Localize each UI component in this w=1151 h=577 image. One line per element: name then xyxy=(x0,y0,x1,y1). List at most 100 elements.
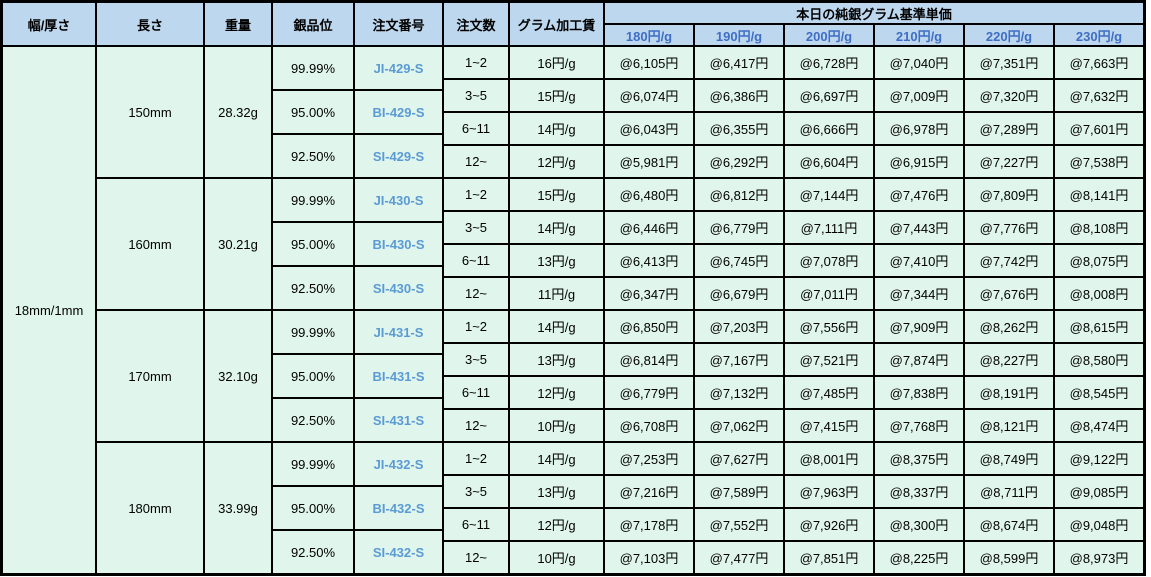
order-number-link[interactable]: JI-432-S xyxy=(355,443,442,485)
order-number-link[interactable]: BI-430-S xyxy=(355,223,442,265)
purity-cell: 99.99% xyxy=(273,311,353,353)
order-number-link[interactable]: SI-429-S xyxy=(355,135,442,177)
price-cell: @6,074円 xyxy=(605,80,693,111)
purity-row: 92.50% SI-431-S xyxy=(273,399,442,441)
qty-cell: 1~2 xyxy=(444,311,508,342)
price-cell: @6,728円 xyxy=(785,47,873,78)
order-number-link[interactable]: JI-430-S xyxy=(355,179,442,221)
price-cell: @7,477円 xyxy=(695,542,783,573)
price-cell: @8,674円 xyxy=(965,509,1053,540)
price-cell: @7,851円 xyxy=(785,542,873,573)
order-number-link[interactable]: SI-432-S xyxy=(355,531,442,573)
price-row: 12~ 10円/g @6,708円 @7,062円 @7,415円 @7,768円 @8,1… xyxy=(444,410,1143,441)
price-cell: @7,415円 xyxy=(785,410,873,441)
qty-rows-column: 1~2 14円/g @7,253円 @7,627円 @8,001円 @8,375円 @8,7… xyxy=(444,443,1143,573)
purity-cell: 92.50% xyxy=(273,135,353,177)
gram-fee-cell: 13円/g xyxy=(510,344,603,375)
price-cell: @8,262円 xyxy=(965,311,1053,342)
price-cell: @7,227円 xyxy=(965,146,1053,177)
price-cell: @8,749円 xyxy=(965,443,1053,474)
price-cell: @8,227円 xyxy=(965,344,1053,375)
price-cell: @9,048円 xyxy=(1055,509,1143,540)
price-basis-title: 本日の純銀グラム基準単価 xyxy=(605,3,1143,23)
length-cell: 160mm xyxy=(97,179,203,309)
price-row: 12~ 12円/g @5,981円 @6,292円 @6,604円 @6,915円 @7,2… xyxy=(444,146,1143,177)
price-cell: @6,779円 xyxy=(605,377,693,408)
price-cell: @7,410円 xyxy=(875,245,963,276)
price-cell: @6,355円 xyxy=(695,113,783,144)
price-cell: @6,604円 xyxy=(785,146,873,177)
price-cell: @8,545円 xyxy=(1055,377,1143,408)
weight-cell: 30.21g xyxy=(205,179,271,309)
col-header-gram-fee: グラム加工賃 xyxy=(510,3,603,45)
price-cell: @8,474円 xyxy=(1055,410,1143,441)
gram-fee-cell: 14円/g xyxy=(510,443,603,474)
order-number-link[interactable]: JI-431-S xyxy=(355,311,442,353)
price-cell: @7,132円 xyxy=(695,377,783,408)
price-cell: @6,105円 xyxy=(605,47,693,78)
price-cell: @8,191円 xyxy=(965,377,1053,408)
price-cell: @7,203円 xyxy=(695,311,783,342)
qty-cell: 3~5 xyxy=(444,476,508,507)
length-cell: 170mm xyxy=(97,311,203,441)
order-number-link[interactable]: JI-429-S xyxy=(355,47,442,89)
qty-cell: 1~2 xyxy=(444,443,508,474)
price-cell: @8,337円 xyxy=(875,476,963,507)
gram-fee-cell: 16円/g xyxy=(510,47,603,78)
length-cell: 150mm xyxy=(97,47,203,177)
col-header-length: 長さ xyxy=(97,3,203,45)
qty-rows-column: 1~2 15円/g @6,480円 @6,812円 @7,144円 @7,476円 @7,8… xyxy=(444,179,1143,309)
order-number-link[interactable]: BI-431-S xyxy=(355,355,442,397)
gram-fee-cell: 15円/g xyxy=(510,179,603,210)
price-row: 1~2 16円/g @6,105円 @6,417円 @6,728円 @7,040円 @7,3… xyxy=(444,47,1143,78)
price-cell: @8,121円 xyxy=(965,410,1053,441)
price-cell: @6,812円 xyxy=(695,179,783,210)
price-cell: @7,144円 xyxy=(785,179,873,210)
weight-cell: 33.99g xyxy=(205,443,271,573)
purity-cell: 95.00% xyxy=(273,223,353,265)
order-number-link[interactable]: BI-432-S xyxy=(355,487,442,529)
price-cell: @8,599円 xyxy=(965,542,1053,573)
order-number-link[interactable]: BI-429-S xyxy=(355,91,442,133)
price-cell: @6,413円 xyxy=(605,245,693,276)
price-cell: @7,178円 xyxy=(605,509,693,540)
price-col-header-220: 220円/g xyxy=(965,25,1053,45)
qty-cell: 6~11 xyxy=(444,113,508,144)
price-col-header-200: 200円/g xyxy=(785,25,873,45)
qty-cell: 3~5 xyxy=(444,80,508,111)
weight-cell: 32.10g xyxy=(205,311,271,441)
price-col-header-190: 190円/g xyxy=(695,25,783,45)
qty-cell: 1~2 xyxy=(444,179,508,210)
col-header-order-number: 注文番号 xyxy=(355,3,442,45)
price-cell: @7,009円 xyxy=(875,80,963,111)
price-cell: @7,874円 xyxy=(875,344,963,375)
price-cell: @6,679円 xyxy=(695,278,783,309)
price-cell: @7,443円 xyxy=(875,212,963,243)
purity-column: 99.99% JI-430-S 95.00% BI-430-S 92.50% SI-430… xyxy=(273,179,442,309)
col-header-order-qty: 注文数 xyxy=(444,3,508,45)
price-cell: @7,476円 xyxy=(875,179,963,210)
price-cell: @8,375円 xyxy=(875,443,963,474)
gram-fee-cell: 12円/g xyxy=(510,146,603,177)
order-number-link[interactable]: SI-430-S xyxy=(355,267,442,309)
price-row: 6~11 12円/g @6,779円 @7,132円 @7,485円 @7,838円 @8,… xyxy=(444,377,1143,408)
price-cell: @7,040円 xyxy=(875,47,963,78)
price-cell: @8,075円 xyxy=(1055,245,1143,276)
price-cell: @8,300円 xyxy=(875,509,963,540)
price-cell: @8,001円 xyxy=(785,443,873,474)
price-cell: @6,347円 xyxy=(605,278,693,309)
price-cell: @6,292円 xyxy=(695,146,783,177)
purity-cell: 92.50% xyxy=(273,531,353,573)
qty-rows-column: 1~2 14円/g @6,850円 @7,203円 @7,556円 @7,909円 @8,2… xyxy=(444,311,1143,441)
price-cell: @7,556円 xyxy=(785,311,873,342)
price-cell: @8,008円 xyxy=(1055,278,1143,309)
price-cell: @7,320円 xyxy=(965,80,1053,111)
price-cell: @6,417円 xyxy=(695,47,783,78)
size-blocks: 150mm 28.32g 99.99% JI-429-S 95.00% BI-429-S 9… xyxy=(97,47,1143,573)
order-number-link[interactable]: SI-431-S xyxy=(355,399,442,441)
qty-cell: 12~ xyxy=(444,146,508,177)
price-cell: @7,926円 xyxy=(785,509,873,540)
length-cell: 180mm xyxy=(97,443,203,573)
gram-fee-cell: 10円/g xyxy=(510,410,603,441)
